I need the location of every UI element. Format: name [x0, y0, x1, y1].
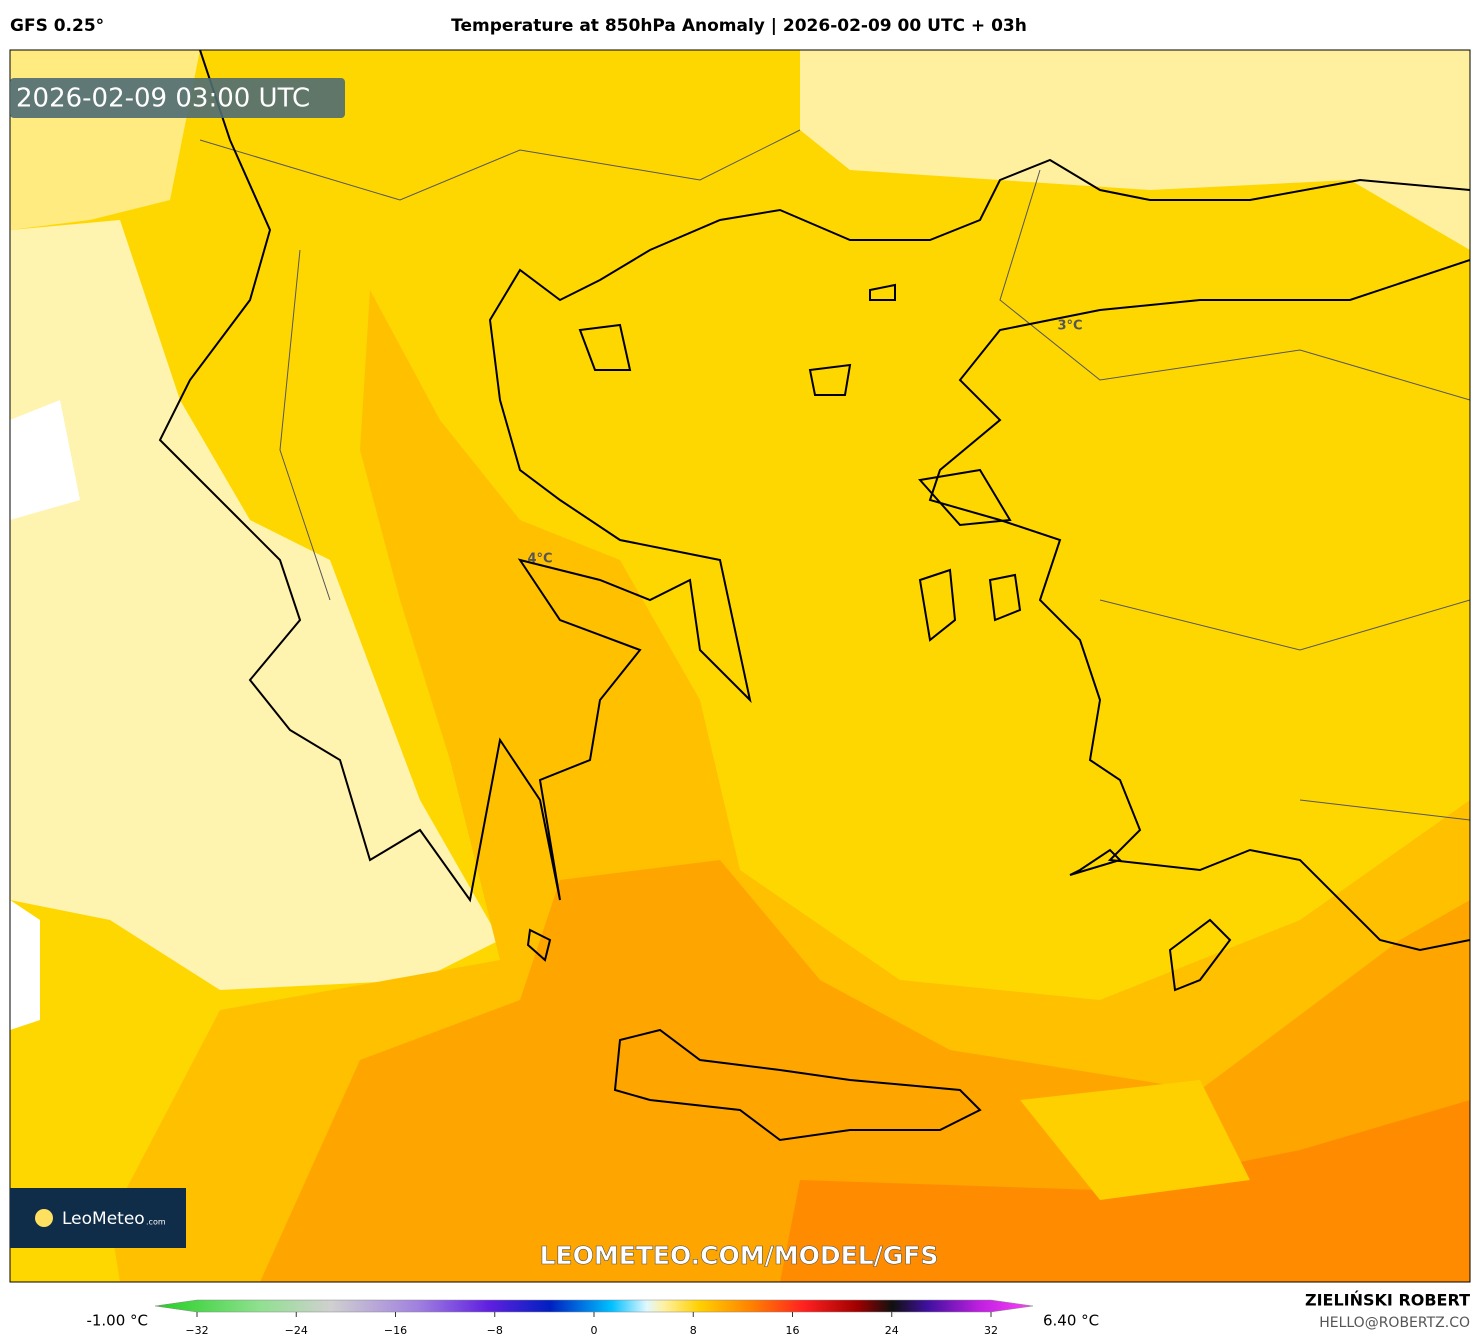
mild-region [1020, 1080, 1250, 1200]
country-border [199, 129, 1470, 821]
colorbar-tick-label: 8 [690, 1324, 697, 1337]
pale-region [800, 50, 1470, 250]
colorbar-tick-label: 16 [786, 1324, 800, 1337]
colorbar-max: 6.40 °C [1043, 1312, 1099, 1330]
contour-label: 4°C [527, 552, 552, 567]
author: ZIELIŃSKI ROBERT [1305, 1291, 1470, 1310]
logo-name: LeoMeteo [62, 1209, 145, 1229]
colorbar-scale [154, 1299, 1034, 1313]
colorbar-tick-label: 32 [984, 1324, 998, 1337]
coastline [158, 50, 1470, 903]
island-coastline [526, 283, 1122, 962]
email: HELLO@ROBERTZ.CO [1319, 1315, 1470, 1331]
colorbar: −32 −24 −16 −8 0 8 16 24 32 [154, 1299, 1034, 1337]
map-title: Temperature at 850hPa Anomaly | 2026-02-… [451, 16, 1027, 36]
pale-region [10, 220, 500, 990]
contour-label: 3°C [1057, 319, 1082, 334]
coastline [928, 259, 1470, 952]
white-region [10, 400, 80, 520]
timestamp: 2026-02-09 03:00 UTC [16, 84, 310, 114]
colorbar-tick-label: 24 [885, 1324, 899, 1337]
island-coastline [1168, 918, 1232, 992]
watermark: LEOMETEO.COM/MODEL/GFS [540, 1241, 939, 1270]
colorbar-tick-label: −16 [384, 1324, 407, 1337]
colorbar-tick-label: −24 [285, 1324, 308, 1337]
logo-suffix: .com [146, 1218, 166, 1227]
colorbar-tick-label: −32 [185, 1324, 208, 1337]
colorbar-tick-label: −8 [487, 1324, 503, 1337]
map-area [10, 50, 1470, 1282]
logo-sun [35, 1209, 53, 1227]
colorbar-tick-label: 0 [591, 1324, 598, 1337]
timestamp-box [10, 78, 345, 118]
colorbar-min: -1.00 °C [86, 1312, 148, 1330]
white-region [10, 900, 40, 1030]
map-frame [9, 49, 1471, 1283]
crete-coastline [613, 1028, 982, 1142]
model-label: GFS 0.25° [10, 16, 104, 36]
